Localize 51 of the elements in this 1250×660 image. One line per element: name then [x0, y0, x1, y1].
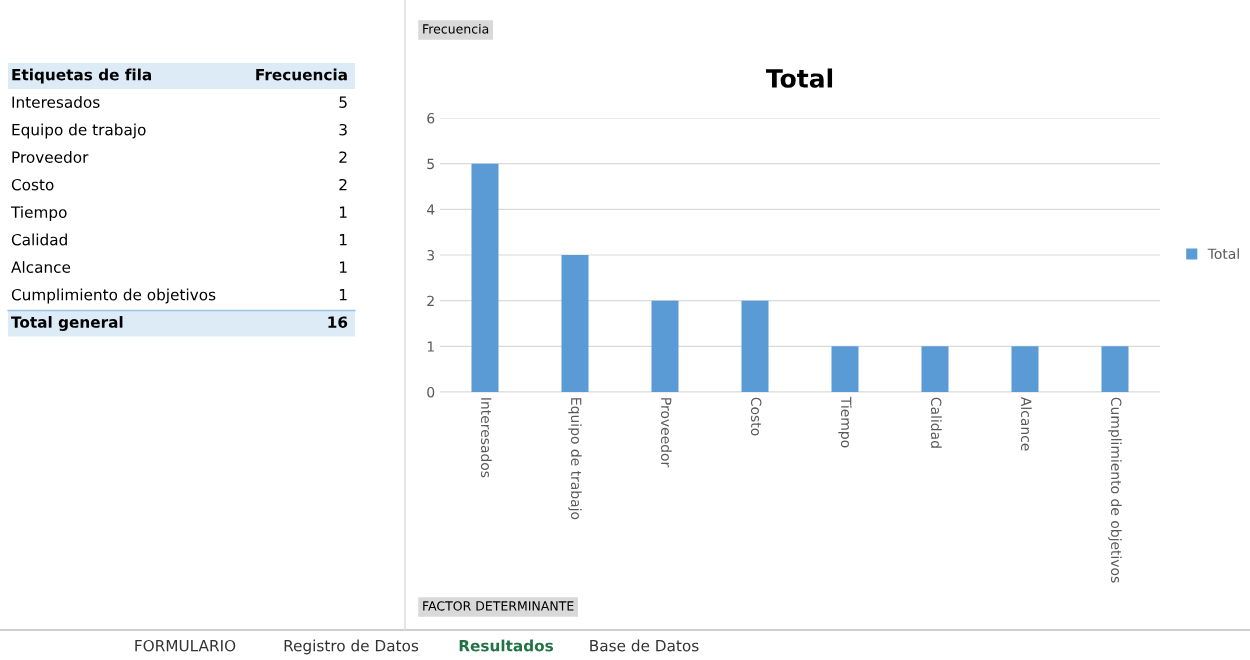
bar	[741, 300, 769, 392]
x-tick-label: Costo	[750, 397, 762, 436]
x-tick-label: Tiempo	[838, 396, 852, 448]
text: Interesados	[12, 96, 100, 108]
y-tick-label: 2	[427, 295, 434, 306]
y-tick-label: 3	[427, 249, 435, 261]
text: 3	[339, 123, 347, 136]
text: 5	[339, 96, 347, 108]
text: 1	[339, 289, 347, 301]
chart-title: Total	[765, 68, 833, 88]
text: Cumplimiento de objetivos	[11, 288, 216, 304]
text: Frecuencia	[256, 68, 347, 81]
bar	[1101, 346, 1129, 392]
bar	[921, 346, 949, 392]
text: 1	[339, 206, 347, 218]
text: FORMULARIO	[135, 639, 236, 652]
bar	[1011, 346, 1039, 392]
text: Resultados	[459, 639, 554, 652]
y-tick-label: 6	[427, 112, 435, 124]
text: Total general	[11, 316, 123, 331]
x-tick-label: Proveedor	[660, 398, 672, 468]
text: Etiquetas de fila	[12, 68, 152, 84]
bar	[831, 346, 859, 392]
x-tick-label: Alcance	[1020, 396, 1032, 451]
text: Tiempo	[10, 206, 67, 221]
text: Registro de Datos	[284, 639, 419, 655]
bar	[561, 255, 589, 392]
text: FACTOR DETERMINANTE	[423, 601, 574, 611]
text: 16	[328, 316, 348, 328]
x-tick-label: Interesados	[480, 398, 492, 478]
text: Frecuencia	[423, 23, 489, 34]
text: Alcance	[11, 261, 71, 273]
y-tick-label: 5	[427, 158, 434, 170]
y-tick-label: 1	[427, 341, 434, 352]
legend-label: Total	[1207, 248, 1239, 260]
text: 1	[339, 261, 347, 273]
text: 1	[339, 234, 347, 246]
text: Proveedor	[12, 151, 89, 163]
y-tick-label: 4	[426, 204, 435, 215]
text: 2	[339, 178, 347, 191]
bar	[471, 163, 499, 392]
x-tick-label: Cumplimiento de objetivos	[1108, 397, 1122, 583]
y-tick-label: 0	[427, 386, 435, 398]
text: Equipo de trabajo	[12, 123, 146, 139]
text: 2	[339, 151, 347, 163]
text: Costo	[11, 178, 54, 191]
x-tick-label: Calidad	[930, 397, 942, 448]
x-tick-label: Equipo de trabajo	[568, 398, 582, 520]
text: Base de Datos	[590, 639, 699, 652]
text: Calidad	[11, 233, 67, 246]
bar	[651, 300, 679, 392]
